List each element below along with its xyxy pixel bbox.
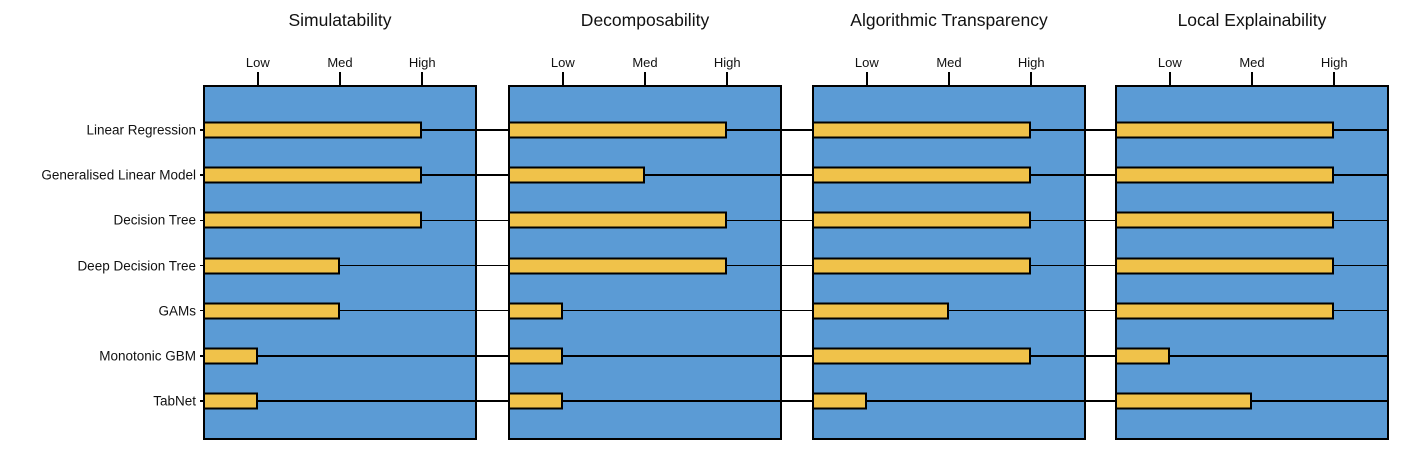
axis-tick-label: Low bbox=[550, 55, 575, 70]
row-gridline bbox=[200, 355, 1389, 357]
value-bar bbox=[812, 392, 867, 410]
row-label: Monotonic GBM bbox=[99, 348, 196, 364]
value-bar bbox=[812, 211, 1032, 229]
value-bar bbox=[812, 347, 1032, 365]
axis-tick-label: Med bbox=[936, 55, 962, 70]
row-label: Deep Decision Tree bbox=[77, 258, 196, 273]
axis-tick-mark bbox=[421, 72, 424, 85]
value-bar bbox=[1115, 166, 1335, 184]
axis-tick-mark bbox=[865, 72, 868, 85]
value-bar bbox=[203, 166, 423, 184]
axis-tick-label: Low bbox=[1157, 55, 1182, 70]
axis-tick-label: High bbox=[713, 55, 741, 70]
value-bar bbox=[508, 392, 563, 410]
row-label: Linear Regression bbox=[86, 122, 196, 138]
value-bar bbox=[508, 347, 563, 365]
value-bar bbox=[812, 166, 1032, 184]
row-gridline bbox=[200, 309, 1389, 312]
value-bar bbox=[203, 347, 258, 365]
panel-title: Algorithmic Transparency bbox=[850, 10, 1048, 30]
row-gridline bbox=[200, 264, 1389, 267]
value-bar bbox=[203, 211, 423, 229]
axis-tick-mark bbox=[339, 72, 341, 85]
axis-tick-label: High bbox=[1320, 55, 1348, 70]
value-bar bbox=[1115, 121, 1335, 139]
value-bar bbox=[812, 257, 1032, 274]
axis-tick-label: Med bbox=[327, 55, 353, 70]
value-bar bbox=[203, 121, 423, 139]
axis-tick-mark bbox=[1333, 72, 1336, 85]
value-bar bbox=[1115, 257, 1335, 274]
value-bar bbox=[1115, 211, 1335, 229]
row-gridline bbox=[200, 174, 1389, 176]
axis-tick-mark bbox=[1168, 72, 1171, 85]
value-bar bbox=[203, 392, 258, 410]
value-bar bbox=[1115, 302, 1335, 320]
row-label: Generalised Linear Model bbox=[41, 167, 196, 183]
axis-tick-label: High bbox=[408, 55, 436, 70]
axis-tick-label: Low bbox=[854, 55, 879, 70]
row-gridline bbox=[200, 129, 1389, 131]
panel-title: Decomposability bbox=[580, 10, 710, 30]
value-bar bbox=[203, 257, 340, 274]
value-bar bbox=[508, 302, 563, 320]
axis-tick-mark bbox=[1030, 72, 1033, 85]
axis-tick-mark bbox=[256, 72, 259, 85]
axis-tick-label: Med bbox=[1239, 55, 1265, 70]
row-gridline bbox=[200, 400, 1389, 402]
value-bar bbox=[1115, 392, 1252, 410]
value-bar bbox=[508, 121, 728, 139]
row-label: TabNet bbox=[153, 393, 196, 409]
axis-tick-mark bbox=[1251, 72, 1253, 85]
panel-title: Local Explainability bbox=[1177, 10, 1327, 30]
axis-tick-label: Low bbox=[245, 55, 270, 70]
axis-tick-mark bbox=[644, 72, 646, 85]
axis-tick-mark bbox=[726, 72, 729, 85]
row-label: GAMs bbox=[158, 303, 196, 319]
value-bar bbox=[812, 121, 1032, 139]
value-bar bbox=[508, 166, 645, 184]
value-bar bbox=[508, 211, 728, 229]
axis-tick-label: High bbox=[1017, 55, 1045, 70]
axis-tick-mark bbox=[561, 72, 564, 85]
value-bar bbox=[1115, 347, 1170, 365]
axis-tick-label: Med bbox=[632, 55, 658, 70]
value-bar bbox=[812, 302, 949, 320]
row-label: Decision Tree bbox=[113, 212, 196, 228]
panel-title: Simulatability bbox=[288, 10, 392, 30]
axis-tick-mark bbox=[948, 72, 950, 85]
value-bar bbox=[508, 257, 728, 274]
value-bar bbox=[203, 302, 340, 320]
row-gridline bbox=[200, 219, 1389, 222]
